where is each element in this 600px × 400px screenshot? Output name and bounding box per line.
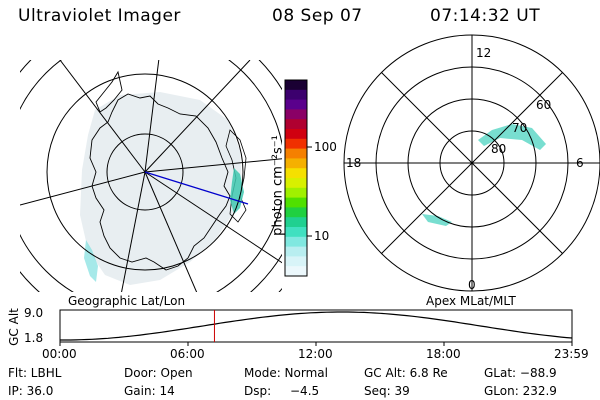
status-ip: IP: 36.0 xyxy=(8,384,54,398)
alt-x-tick-0: 00:00 xyxy=(42,347,77,361)
time-label: 07:14:32 UT xyxy=(430,6,541,26)
alt-y-bottom: 1.8 xyxy=(24,331,44,345)
image-coverage xyxy=(80,92,242,285)
geo-label: Geographic Lat/Lon xyxy=(68,294,186,308)
status-dsp-label: Dsp: xyxy=(244,384,272,398)
app-title: Ultraviolet Imager xyxy=(18,6,181,26)
colorbar-tick-100: 100 xyxy=(314,140,337,154)
antarctica-coastline xyxy=(89,93,231,271)
colorbar-unit-label: photon cm⁻²s⁻¹ xyxy=(270,135,286,236)
polar-label-lat60: 60 xyxy=(536,98,552,112)
colorbar-cell xyxy=(285,227,307,238)
colorbar-cell xyxy=(285,217,307,228)
alt-x-tick-2: 12:00 xyxy=(298,347,333,361)
colorbar-cell xyxy=(285,80,307,91)
status-gc-alt: GC Alt: 6.8 Re xyxy=(364,366,448,380)
alt-x-tick-1: 06:00 xyxy=(170,347,205,361)
aurora-patch-sw xyxy=(84,240,98,282)
colorbar-cell xyxy=(285,168,307,179)
colorbar xyxy=(284,79,312,277)
south-america-tip xyxy=(95,70,123,113)
colorbar-cell xyxy=(285,119,307,130)
status-glat: GLat: −88.9 xyxy=(484,366,557,380)
alt-y-top: 9.0 xyxy=(24,306,44,320)
alt-ylabel: GC Alt xyxy=(7,308,21,346)
colorbar-cell xyxy=(285,138,307,150)
colorbar-cell xyxy=(285,148,307,159)
polar-label-0: 0 xyxy=(468,278,476,292)
alt-x-tick-4: 23:59 xyxy=(554,347,589,361)
colorbar-cell xyxy=(285,99,307,110)
colorbar-cell xyxy=(285,187,307,199)
status-glon: GLon: 232.9 xyxy=(484,384,557,398)
polar-label-18: 18 xyxy=(346,156,362,170)
polar-label-6: 6 xyxy=(576,156,584,170)
polar-label-lat70: 70 xyxy=(512,121,528,135)
status-seq: Seq: 39 xyxy=(364,384,410,398)
colorbar-cell xyxy=(285,109,307,120)
colorbar-cell xyxy=(285,89,307,101)
aurora-oval-dayside xyxy=(478,124,546,150)
polar-label-12: 12 xyxy=(476,46,492,60)
colorbar-cell xyxy=(285,256,307,267)
altitude-chart xyxy=(59,309,573,346)
colorbar-cell xyxy=(285,266,307,277)
colorbar-tick-10: 10 xyxy=(314,229,330,243)
status-door: Door: Open xyxy=(124,366,193,380)
colorbar-cell xyxy=(285,236,307,248)
status-gain: Gain: 14 xyxy=(124,384,175,398)
date-label: 08 Sep 07 xyxy=(272,6,363,26)
colorbar-cell xyxy=(285,207,307,218)
colorbar-cell xyxy=(285,129,307,140)
apex-label: Apex MLat/MLT xyxy=(426,294,516,308)
aurora-patch-east xyxy=(230,168,244,214)
polar-plot xyxy=(343,34,600,292)
east-coast xyxy=(225,129,247,223)
polar-label-lat80: 80 xyxy=(491,142,507,156)
status-mode: Mode: Normal xyxy=(244,366,328,380)
colorbar-cell xyxy=(285,158,307,169)
colorbar-cell xyxy=(285,246,307,257)
altitude-curve xyxy=(60,311,572,341)
aurora-patch-night xyxy=(422,214,452,226)
colorbar-cell xyxy=(285,178,307,189)
status-dsp-value: −4.5 xyxy=(290,384,320,398)
colorbar-cell xyxy=(285,197,307,208)
geographic-map xyxy=(20,60,282,292)
alt-x-tick-3: 18:00 xyxy=(426,347,461,361)
terminator-line xyxy=(144,171,249,205)
status-flt: Flt: LBHL xyxy=(8,366,62,380)
